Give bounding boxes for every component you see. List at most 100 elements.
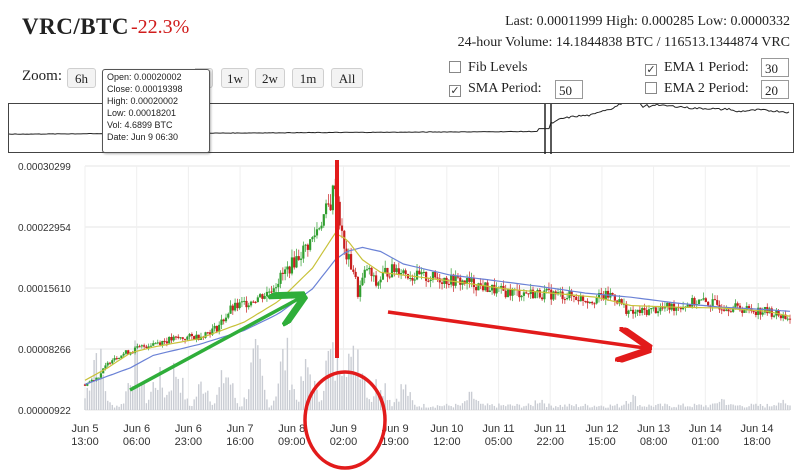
volume-bar bbox=[145, 403, 148, 410]
candle-body bbox=[384, 267, 387, 273]
volume-bar bbox=[725, 405, 728, 410]
candle-body bbox=[297, 256, 300, 260]
candle-body bbox=[511, 289, 514, 296]
volume-bar bbox=[650, 405, 652, 410]
candle-body bbox=[95, 377, 98, 381]
zoom-1w-button[interactable]: 1w bbox=[221, 68, 249, 88]
fib-levels-option[interactable]: Fib Levels bbox=[449, 58, 528, 78]
ema2-checkbox[interactable] bbox=[645, 82, 657, 94]
ema2-option[interactable]: EMA 2 Period: bbox=[645, 79, 749, 99]
volume-bar bbox=[345, 377, 348, 410]
volume-bar bbox=[495, 407, 498, 410]
candle-body bbox=[743, 309, 746, 313]
candle-body bbox=[204, 332, 207, 338]
fib-checkbox[interactable] bbox=[449, 61, 461, 73]
volume-bar bbox=[143, 384, 145, 410]
ema2-period-input[interactable]: 20 bbox=[761, 80, 789, 99]
volume-bar bbox=[493, 405, 496, 410]
volume-bar bbox=[102, 374, 104, 410]
candle-body bbox=[782, 314, 785, 319]
candle-body bbox=[256, 297, 259, 303]
volume-bar bbox=[395, 398, 398, 410]
sma-label: SMA Period: bbox=[468, 81, 542, 96]
candle-body bbox=[229, 305, 232, 314]
volume-bar bbox=[432, 406, 434, 410]
candle-body bbox=[688, 304, 692, 307]
candle-body bbox=[238, 302, 241, 309]
candle-body bbox=[404, 270, 407, 274]
volume-bar bbox=[473, 398, 475, 410]
candle-body bbox=[400, 272, 403, 275]
x-tick-label-date: Jun 13 bbox=[637, 423, 670, 435]
ema1-option[interactable]: ✓ EMA 1 Period: bbox=[645, 58, 749, 78]
candle-body bbox=[277, 283, 280, 288]
volume-bar bbox=[557, 407, 559, 410]
volume-bar bbox=[150, 391, 152, 410]
y-tick-label: 0.00030299 bbox=[18, 162, 71, 173]
x-tick-label-time: 02:00 bbox=[330, 436, 358, 448]
volume-bar bbox=[329, 349, 332, 410]
volume-bar bbox=[416, 406, 418, 410]
volume-bar bbox=[605, 407, 607, 410]
volume-bar bbox=[122, 403, 125, 410]
volume-bar bbox=[752, 404, 755, 410]
candle-body bbox=[152, 343, 155, 346]
candle-body bbox=[197, 334, 200, 340]
candle-body bbox=[634, 311, 637, 314]
candle-body bbox=[666, 302, 669, 308]
volume-bar bbox=[104, 391, 107, 410]
volume-bar bbox=[320, 400, 323, 410]
x-tick-label-time: 01:00 bbox=[692, 436, 720, 448]
candle-body bbox=[638, 309, 642, 314]
candle-body bbox=[315, 229, 319, 236]
candle-body bbox=[302, 245, 305, 259]
volume-bar bbox=[682, 403, 684, 410]
volume-bar bbox=[127, 383, 129, 410]
sma-option[interactable]: ✓ SMA Period: bbox=[449, 79, 542, 99]
volume-bar bbox=[311, 391, 314, 410]
ema1-checkbox[interactable]: ✓ bbox=[645, 64, 657, 76]
ema2-label: EMA 2 Period: bbox=[664, 81, 749, 96]
candle-body bbox=[425, 271, 428, 281]
candle-body bbox=[686, 304, 689, 307]
candle-body bbox=[454, 276, 457, 286]
zoom-1m-button[interactable]: 1m bbox=[292, 68, 324, 88]
candle-body bbox=[481, 284, 485, 291]
price-chart[interactable]: 0.00030299 0.00022954 0.00015610 0.00008266… bbox=[0, 158, 808, 474]
volume-bar bbox=[550, 405, 552, 410]
volume-bar bbox=[652, 406, 655, 410]
y-tick-label: 0.00008266 bbox=[18, 345, 71, 356]
zoom-all-button[interactable]: All bbox=[331, 68, 363, 88]
volume-bar bbox=[511, 405, 514, 410]
volume-bar bbox=[207, 390, 209, 410]
candle-body bbox=[659, 307, 662, 312]
volume-bar bbox=[400, 384, 402, 410]
volume-bar bbox=[532, 406, 534, 410]
candle-body bbox=[527, 293, 530, 295]
candle-body bbox=[236, 302, 239, 309]
zoom-6h-button[interactable]: 6h bbox=[67, 68, 96, 88]
x-tick-label-time: 09:00 bbox=[278, 436, 306, 448]
sma-period-input[interactable]: 50 bbox=[555, 80, 583, 99]
volume-bar bbox=[516, 403, 518, 410]
volume-bar bbox=[641, 406, 643, 410]
candle-body bbox=[493, 284, 496, 294]
sma-checkbox[interactable]: ✓ bbox=[449, 85, 461, 97]
candle-body bbox=[661, 307, 664, 309]
volume-bar bbox=[555, 406, 557, 410]
volume-bar bbox=[693, 403, 696, 410]
volume-bar bbox=[489, 405, 491, 410]
y-tick-label: 0.00000922 bbox=[18, 406, 71, 417]
zoom-2w-button[interactable]: 2w bbox=[255, 68, 285, 88]
volume-bar bbox=[279, 361, 282, 410]
volume-bar bbox=[568, 403, 571, 410]
volume-bar bbox=[95, 353, 98, 410]
volume-bar bbox=[577, 407, 580, 410]
candle-body bbox=[620, 299, 623, 305]
candle-body bbox=[438, 278, 441, 283]
ema1-period-input[interactable]: 30 bbox=[761, 58, 789, 77]
candle-body bbox=[118, 358, 121, 360]
volume-bar bbox=[498, 403, 500, 410]
volume-bar bbox=[159, 367, 161, 410]
volume-bar bbox=[357, 349, 359, 410]
